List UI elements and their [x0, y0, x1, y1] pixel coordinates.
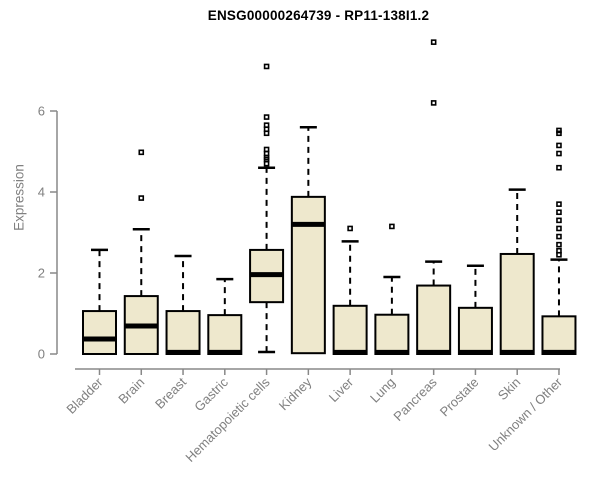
box-prostate	[457, 306, 493, 355]
x-category-label: Pancreas	[390, 374, 440, 424]
y-tick-label: 4	[38, 185, 45, 200]
y-tick-label: 2	[38, 266, 45, 281]
y-tick-label: 6	[38, 104, 45, 119]
outlier-point	[263, 63, 270, 70]
x-category-label: Lung	[367, 375, 398, 406]
x-category-label: Breast	[152, 374, 189, 411]
box-bladder	[82, 310, 117, 356]
box-liver	[332, 304, 368, 355]
x-category-label: Bladder	[63, 374, 106, 417]
box-breast	[165, 310, 201, 356]
outlier-point	[430, 39, 437, 45]
outlier-point	[556, 142, 562, 149]
outlier-point	[556, 150, 562, 157]
box-skin	[499, 252, 535, 355]
box-lung	[374, 313, 410, 355]
box-pancreas	[416, 284, 452, 355]
outlier-point	[556, 217, 562, 224]
outlier-point	[556, 209, 562, 216]
outlier-point	[556, 247, 562, 254]
outlier-point	[138, 195, 145, 201]
x-category-label: Gastric	[191, 374, 231, 414]
outlier-point	[389, 223, 395, 230]
chart-title: ENSG00000264739 - RP11-138I1.2	[207, 8, 430, 23]
outlier-point	[263, 146, 270, 153]
outlier-point	[556, 201, 562, 207]
outlier-point	[138, 149, 145, 156]
outlier-point	[556, 130, 562, 137]
outlier-point	[347, 225, 353, 232]
outlier-point	[556, 225, 562, 232]
x-category-label: Prostate	[437, 375, 482, 420]
x-category-label: Brain	[115, 375, 147, 407]
box-gastric	[207, 314, 243, 355]
x-category-label: Kidney	[276, 374, 315, 413]
x-category-label: Unknown / Other	[486, 374, 566, 454]
outlier-point	[263, 122, 270, 128]
outlier-point	[556, 127, 562, 134]
outlier-point	[430, 100, 437, 106]
box-kidney	[290, 195, 326, 355]
box-unknown-other	[541, 315, 577, 355]
outlier-point	[556, 241, 562, 248]
y-tick-label: 0	[38, 347, 45, 362]
x-category-label: Skin	[495, 375, 523, 403]
x-category-label: Liver	[326, 374, 357, 405]
outlier-point	[263, 114, 270, 120]
outlier-point	[556, 164, 562, 171]
outlier-point	[556, 233, 562, 240]
